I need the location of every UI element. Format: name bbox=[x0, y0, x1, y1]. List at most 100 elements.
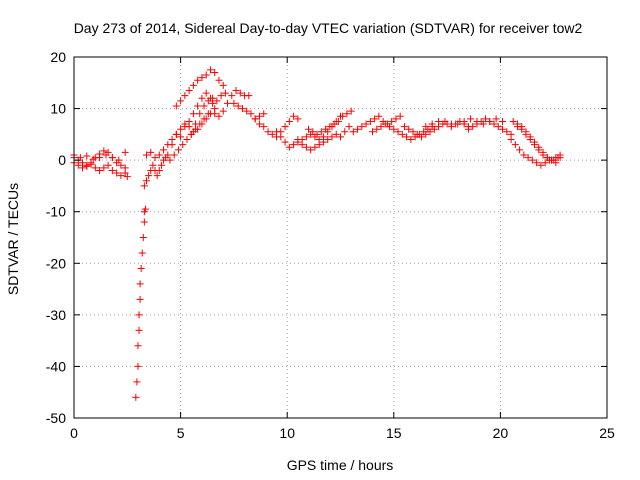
data-point bbox=[121, 148, 129, 156]
x-axis-title: GPS time / hours bbox=[287, 457, 394, 473]
data-point bbox=[189, 110, 197, 118]
data-point bbox=[381, 120, 389, 128]
data-point bbox=[548, 156, 556, 164]
data-point bbox=[285, 143, 293, 151]
data-point bbox=[219, 107, 227, 115]
data-point bbox=[177, 125, 185, 133]
data-point bbox=[183, 136, 191, 144]
data-point bbox=[392, 115, 400, 123]
data-point bbox=[409, 128, 417, 136]
data-point bbox=[422, 123, 430, 131]
data-point bbox=[413, 130, 421, 138]
data-point bbox=[486, 117, 494, 125]
series-sat-e bbox=[140, 151, 172, 190]
data-point bbox=[139, 234, 147, 241]
data-point bbox=[343, 110, 351, 118]
data-point bbox=[315, 141, 323, 149]
data-point bbox=[141, 205, 149, 213]
data-point bbox=[236, 89, 244, 97]
data-point bbox=[153, 172, 161, 180]
data-point bbox=[503, 128, 511, 136]
plot-frame bbox=[73, 56, 608, 419]
data-point bbox=[140, 218, 148, 226]
data-point bbox=[247, 110, 255, 118]
data-point bbox=[518, 125, 526, 133]
data-point bbox=[194, 102, 202, 110]
data-point bbox=[83, 162, 91, 170]
series-sat-u bbox=[464, 115, 515, 138]
data-point bbox=[302, 133, 310, 141]
data-point bbox=[403, 133, 411, 141]
series-sat-p bbox=[305, 107, 355, 138]
series-sat-x bbox=[513, 123, 564, 164]
data-point bbox=[206, 66, 214, 74]
data-point bbox=[339, 112, 347, 120]
data-point bbox=[192, 120, 200, 128]
data-point bbox=[217, 92, 225, 100]
data-point bbox=[134, 362, 142, 370]
data-point bbox=[96, 166, 104, 174]
data-point bbox=[531, 141, 539, 149]
data-point bbox=[524, 154, 532, 162]
data-point bbox=[213, 97, 221, 105]
data-point bbox=[202, 71, 210, 79]
y-tick-label: -40 bbox=[46, 358, 66, 374]
data-point bbox=[441, 117, 449, 125]
y-axis-title: SDTVAR / TECUs bbox=[5, 183, 21, 295]
data-point bbox=[307, 146, 315, 154]
data-point bbox=[115, 156, 123, 164]
x-tick-label: 10 bbox=[279, 425, 295, 441]
data-point bbox=[209, 94, 217, 102]
data-point bbox=[255, 120, 263, 128]
data-point bbox=[170, 151, 178, 159]
data-point bbox=[202, 89, 210, 97]
data-point bbox=[328, 133, 336, 141]
data-point bbox=[494, 123, 502, 131]
data-point bbox=[83, 152, 91, 160]
data-point bbox=[390, 125, 398, 133]
data-point bbox=[477, 117, 485, 125]
data-point bbox=[89, 155, 97, 163]
series-sat-l bbox=[230, 99, 268, 123]
series-sat-o bbox=[294, 130, 340, 154]
data-point bbox=[281, 138, 289, 146]
data-point bbox=[290, 112, 298, 120]
data-point bbox=[552, 154, 560, 162]
data-point bbox=[174, 146, 182, 154]
data-point bbox=[96, 154, 104, 162]
data-point bbox=[145, 172, 153, 180]
data-point bbox=[311, 143, 319, 151]
data-point bbox=[481, 115, 489, 123]
series-sat-c bbox=[70, 148, 129, 164]
data-point bbox=[454, 120, 462, 128]
data-point bbox=[219, 81, 227, 89]
series-sat-t bbox=[422, 115, 507, 131]
data-point bbox=[268, 130, 276, 138]
data-point bbox=[140, 182, 148, 190]
data-point bbox=[396, 112, 404, 120]
data-point bbox=[467, 115, 475, 123]
data-point bbox=[215, 112, 223, 120]
data-point bbox=[285, 117, 293, 125]
data-point bbox=[108, 154, 116, 162]
data-point bbox=[373, 125, 381, 133]
data-point bbox=[371, 115, 379, 123]
data-point bbox=[136, 280, 144, 288]
data-point bbox=[234, 102, 242, 110]
data-point bbox=[142, 151, 150, 159]
data-point bbox=[368, 128, 376, 136]
data-point bbox=[100, 147, 108, 155]
data-point bbox=[260, 110, 268, 118]
series-sat-i bbox=[172, 66, 227, 110]
data-point bbox=[405, 125, 413, 133]
data-point bbox=[151, 154, 159, 162]
series-sat-m bbox=[251, 112, 302, 141]
data-point bbox=[426, 128, 434, 136]
data-point bbox=[157, 161, 165, 169]
data-point bbox=[137, 264, 145, 272]
data-point bbox=[238, 105, 246, 113]
data-point bbox=[492, 115, 500, 123]
data-point bbox=[147, 148, 155, 156]
chart-title: Day 273 of 2014, Sidereal Day-to-day VTE… bbox=[74, 20, 583, 36]
